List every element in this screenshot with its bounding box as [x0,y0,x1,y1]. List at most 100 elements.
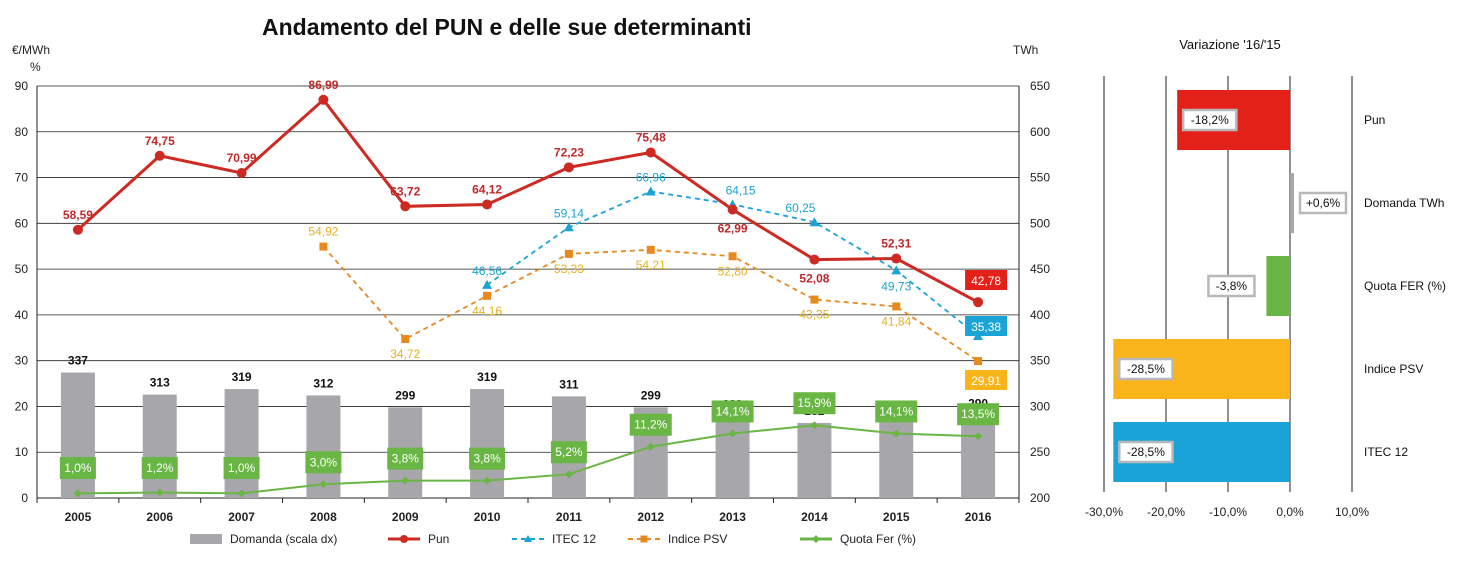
pun-label: 52,31 [881,237,911,251]
quota-fer-label: 3,8% [473,452,501,466]
quota-fer-point [237,489,246,498]
main-chart: 0 10 20 30 40 50 60 70 80 90 200 250 300 350 400 450 500… [15,78,1051,546]
itec-12-label: 35,38 [971,320,1001,334]
itec-12-label: 64,15 [726,183,756,197]
pun-point [809,254,820,265]
demand-bar [224,389,259,498]
demand-bar-label: 319 [477,370,497,384]
legend-domanda-scala-dx-swatch [190,534,222,544]
indice-psv-label: 54,92 [308,225,338,239]
pun-label: 42,78 [971,274,1001,288]
variation-label: -18,2% [1191,113,1229,127]
pun-label: 86,99 [308,78,338,92]
quota-fer-point [892,429,901,438]
pun-label: 62,99 [718,222,748,236]
x-tick-label: 2012 [637,510,664,524]
right-tick-label: 400 [1030,308,1050,322]
indice-psv-point [974,357,983,366]
variation-label: +0,6% [1306,196,1341,210]
itec-12-label: 59,14 [554,206,584,220]
quota-fer-label: 14,1% [716,404,750,418]
left-axis-unit-percent: % [30,60,41,74]
itec-12-label: 46,56 [472,264,502,278]
quota-fer-label: 3,0% [310,455,338,469]
x-tick-label: 2006 [146,510,173,524]
right-tick-label: 600 [1030,125,1050,139]
indice-psv-label: 53,33 [554,262,584,276]
variation-category-label: Indice PSV [1364,362,1423,376]
quota-fer-label-box [711,400,754,423]
indice-psv-label: 43,35 [799,308,829,322]
variation-category-label: ITEC 12 [1364,445,1408,459]
variation-tick-label: 10,0% [1335,505,1369,519]
indice-psv-point [564,249,573,258]
right-tick-label: 650 [1030,79,1050,93]
quota-fer-label-box [223,457,260,479]
variation-label-box [1181,108,1238,132]
pun-label: 52,08 [799,272,829,286]
quota-fer-line [77,424,979,495]
quota-fer-label-box [305,451,342,474]
variation-chart: Variazione '16/'15 -30,0% -20,0% -10,0% 0,0%… [1085,37,1446,519]
quota-fer-label: 1,0% [64,461,92,475]
itec-12-label: 66,96 [636,170,666,184]
demand-bar-label: 312 [313,376,333,390]
itec-12-point [891,265,902,275]
quota-fer-point [155,488,164,497]
itec-12-label-box [965,316,1008,336]
legend-indice-psv-label: Indice PSV [668,532,727,546]
demand-bar-label: 311 [559,377,579,391]
indice-psv-point [810,295,819,304]
quota-fer-label: 14,1% [879,404,913,418]
indice-psv-label-box [965,370,1008,390]
left-tick-label: 20 [15,399,29,413]
right-tick-label: 550 [1030,171,1050,185]
pun-label: 72,23 [554,145,584,159]
right-tick-label: 500 [1030,216,1050,230]
right-tick-label: 300 [1030,399,1050,413]
pun-point [154,150,165,161]
variation-label-box [1118,440,1174,464]
quota-fer-label-box [793,392,836,415]
left-axis-unit-price: €/MWh [12,43,51,57]
x-tick-label: 2009 [392,510,419,524]
indice-psv-point [319,242,328,251]
quota-fer-label-box [957,403,1000,426]
left-tick-label: 10 [15,445,29,459]
quota-fer-point [401,476,410,485]
x-tick-label: 2010 [474,510,501,524]
right-axis-unit: TWh [1013,43,1039,57]
pun-label: 70,99 [227,151,257,165]
demand-bar-label: 337 [68,354,88,368]
left-tick-label: 80 [15,125,29,139]
quota-fer-label-box [387,447,424,470]
indice-psv-label: 41,84 [881,314,911,328]
quota-fer-point [974,432,983,441]
left-tick-label: 0 [21,491,28,505]
quota-fer-label: 3,8% [392,452,420,466]
variation-tick-label: -10,0% [1209,505,1247,519]
indice-psv-label: 29,91 [971,374,1001,388]
indice-psv-point [401,335,410,344]
left-tick-label: 70 [15,171,29,185]
pun-point [400,201,411,212]
legend-quota-fer-marker [812,535,820,543]
demand-bar [961,415,996,498]
right-tick-label: 450 [1030,262,1050,276]
quota-fer-label-box [469,447,506,470]
quota-fer-point [646,442,655,451]
right-tick-label: 250 [1030,445,1050,459]
quota-fer-label: 11,2% [634,418,667,432]
indice-psv-label: 44,16 [472,304,502,318]
indice-psv-point [483,291,492,300]
quota-fer-label: 1,0% [228,461,256,475]
x-tick-label: 2005 [65,510,92,524]
x-tick-label: 2011 [556,510,582,524]
x-tick-label: 2007 [228,510,255,524]
demand-bar [142,394,177,498]
variation-label-box [1207,274,1256,298]
indice-psv-label: 54,21 [636,258,666,272]
variation-category-label: Domanda TWh [1364,196,1444,210]
quota-fer-label-box [141,457,178,479]
variation-label: -28,5% [1127,362,1165,376]
